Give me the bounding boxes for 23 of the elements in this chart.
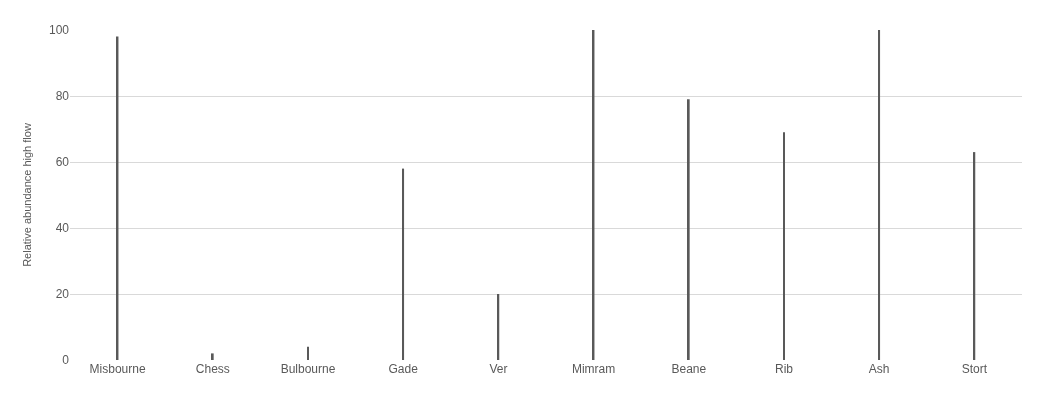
y-axis-title: Relative abundance high flow bbox=[20, 123, 33, 267]
bar bbox=[211, 353, 214, 360]
x-tick-label: Mimram bbox=[571, 362, 616, 376]
y-tick-label: 100 bbox=[48, 23, 70, 38]
x-tick-label: Ash bbox=[868, 362, 890, 376]
x-tick-label: Gade bbox=[388, 362, 419, 376]
x-tick-label: Bulbourne bbox=[280, 362, 336, 376]
y-tick-label: 60 bbox=[55, 155, 70, 170]
y-tick-label: 40 bbox=[55, 221, 70, 236]
x-tick-label: Beane bbox=[671, 362, 707, 376]
x-tick-label: Misbourne bbox=[89, 362, 146, 376]
bar bbox=[687, 99, 690, 360]
bar bbox=[402, 168, 405, 360]
bar bbox=[307, 346, 309, 360]
bar bbox=[878, 30, 881, 360]
y-tick-label: 80 bbox=[55, 89, 70, 104]
x-tick-label: Chess bbox=[195, 362, 230, 376]
y-tick-label: 20 bbox=[55, 287, 70, 302]
x-tick-label: Stort bbox=[961, 362, 988, 376]
x-tick-label: Rib bbox=[774, 362, 794, 376]
bar bbox=[783, 132, 785, 360]
y-tick-label: 0 bbox=[62, 353, 70, 368]
x-tick-label: Ver bbox=[489, 362, 508, 376]
